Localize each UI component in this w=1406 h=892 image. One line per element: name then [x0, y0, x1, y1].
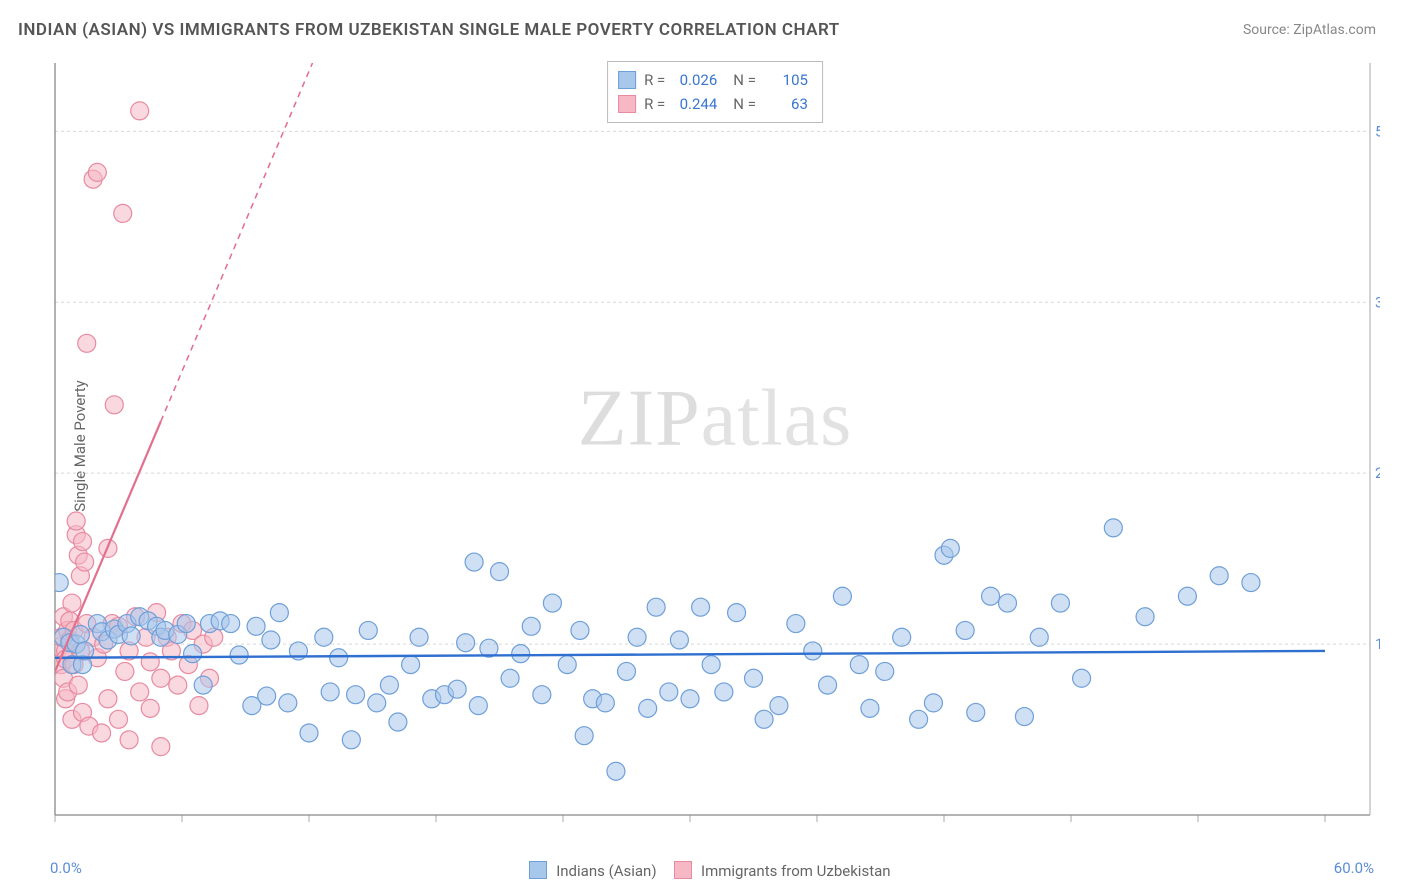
legend-swatch-icon: [529, 861, 547, 879]
legend-swatch-icon: [674, 861, 692, 879]
scatter-plot: ZIPatlas 12.5%25.0%37.5%50.0% R = 0.026 …: [50, 55, 1380, 830]
svg-text:12.5%: 12.5%: [1375, 635, 1380, 653]
legend-swatch-icon: [618, 71, 636, 89]
chart-title: INDIAN (ASIAN) VS IMMIGRANTS FROM UZBEKI…: [18, 20, 840, 40]
svg-text:50.0%: 50.0%: [1375, 122, 1380, 140]
legend-row-series-b: R = 0.244 N = 63: [618, 92, 808, 116]
legend-swatch-icon: [618, 95, 636, 113]
legend-row-series-a: R = 0.026 N = 105: [618, 68, 808, 92]
svg-text:37.5%: 37.5%: [1375, 293, 1380, 311]
svg-text:25.0%: 25.0%: [1375, 464, 1380, 482]
source-attribution: Source: ZipAtlas.com: [1243, 22, 1376, 38]
series-legend: Indians (Asian) Immigrants from Uzbekist…: [0, 861, 1406, 880]
legend-label: Indians (Asian): [556, 862, 656, 880]
plot-svg: 12.5% 25.0% 37.5% 50.0%: [50, 55, 1380, 830]
legend-label: Immigrants from Uzbekistan: [701, 862, 891, 880]
correlation-legend: R = 0.026 N = 105 R = 0.244 N = 63: [607, 61, 823, 123]
